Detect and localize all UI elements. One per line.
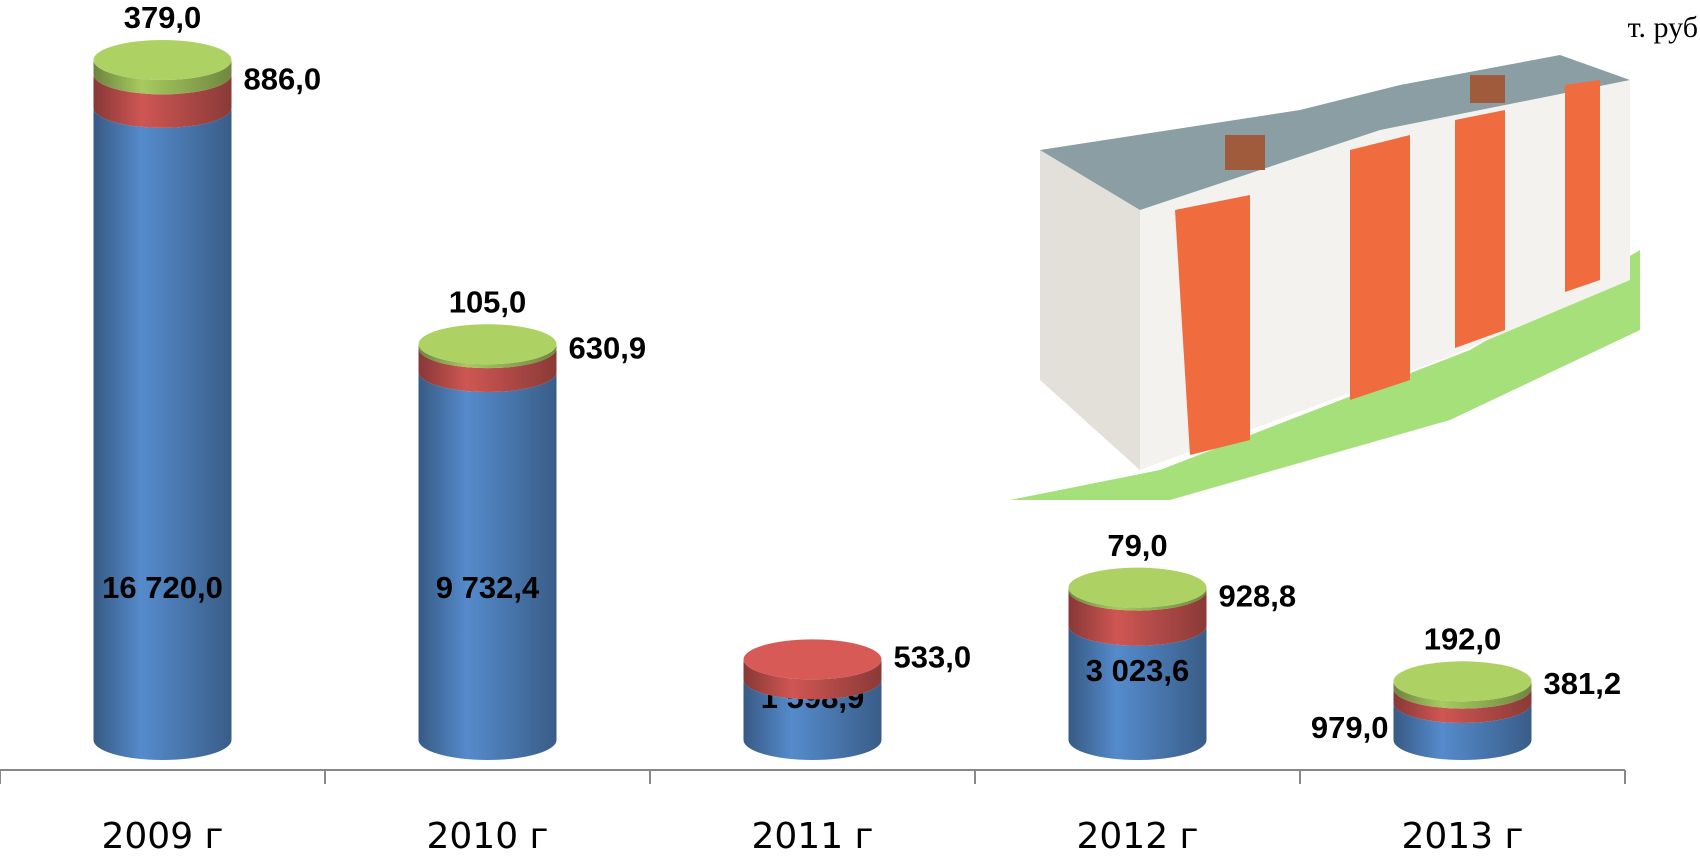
cylinder-top	[743, 639, 882, 680]
cylinder-segment	[418, 348, 557, 393]
cylinder-segment	[93, 60, 232, 95]
cylinder-top	[1068, 567, 1207, 608]
x-tick-label: 2012 г	[1077, 816, 1199, 857]
x-tick-label: 2011 г	[752, 816, 874, 857]
building-illustration	[1010, 55, 1640, 500]
value-label: 928,8	[1219, 578, 1297, 613]
value-label: 630,9	[569, 330, 647, 365]
cylinder-segment	[418, 372, 557, 760]
value-label: 16 720,0	[102, 570, 223, 605]
cylinder-top	[418, 324, 557, 365]
value-label: 192,0	[1424, 621, 1502, 656]
cylinder-segment	[1393, 681, 1532, 709]
x-tick-label: 2013 г	[1402, 816, 1524, 857]
value-label: 533,0	[894, 640, 972, 675]
cylinder-segment	[418, 344, 557, 369]
x-tick-label: 2009 г	[102, 816, 224, 857]
x-tick-label: 2010 г	[427, 816, 549, 857]
cylinder-segment	[93, 74, 232, 128]
cylinder-segment	[1393, 702, 1532, 760]
value-label: 886,0	[244, 61, 322, 96]
cylinder-top	[1393, 661, 1532, 702]
unit-label: т. руб	[1628, 11, 1698, 44]
cylinder-segment	[743, 679, 882, 760]
value-label: 379,0	[124, 0, 202, 35]
cylinder-segment	[1068, 625, 1207, 760]
cylinder-segment	[1393, 688, 1532, 723]
cylinder-top	[93, 40, 232, 80]
value-label: 3 023,6	[1086, 653, 1189, 688]
value-label: 979,0	[1311, 710, 1389, 745]
value-label: 105,0	[449, 284, 527, 319]
cylinder-segment	[93, 107, 232, 761]
cylinder-segment	[1068, 590, 1207, 646]
value-label: 381,2	[1544, 666, 1622, 701]
value-label: 79,0	[1107, 528, 1167, 563]
cylinder-segment	[743, 659, 882, 700]
value-label: 9 732,4	[436, 570, 540, 605]
